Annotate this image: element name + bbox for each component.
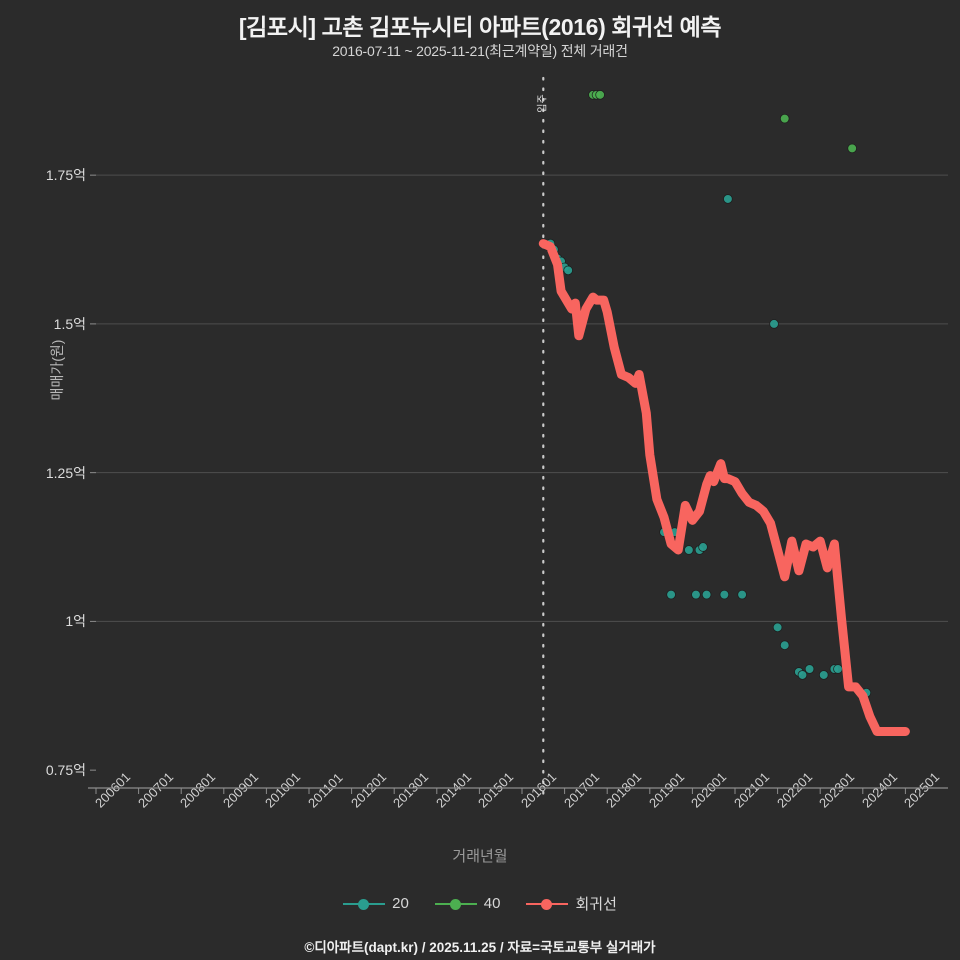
scatter-point — [779, 113, 790, 124]
scatter-point — [698, 542, 708, 552]
y-axis-tick-label: 1.5억 — [53, 315, 86, 332]
scatter-point — [833, 664, 843, 674]
scatter-point — [691, 589, 701, 600]
scatter-point — [719, 589, 730, 600]
legend-marker — [526, 898, 569, 910]
scatter-point — [797, 670, 808, 680]
scatter-point — [818, 670, 829, 680]
legend-label: 회귀선 — [575, 896, 617, 913]
scatter-point — [847, 143, 857, 154]
y-axis-ticks: 1.75억 1.5억 1.25억 1억 0.75억 — [0, 0, 86, 960]
scatter-point — [666, 589, 676, 600]
legend-label: 40 — [483, 895, 501, 912]
chart-legend: 20 40 회귀선 — [0, 893, 960, 914]
scatter-point — [772, 622, 783, 633]
legend-item[interactable]: 회귀선 — [526, 893, 617, 914]
y-axis-tick-label: 1.75억 — [45, 167, 86, 184]
scatter-point — [595, 90, 605, 100]
legend-item[interactable]: 40 — [434, 895, 501, 912]
legend-item[interactable]: 20 — [343, 895, 409, 912]
y-axis-tick-label: 1억 — [65, 613, 86, 630]
scatter-point — [723, 194, 733, 204]
page-title: [김포시] 고촌 김포뉴시티 아파트(2016) 회귀선 예측 — [238, 14, 722, 40]
y-axis-tick-label: 1.25억 — [45, 464, 86, 481]
scatter-point — [769, 319, 779, 329]
scatter-point — [804, 664, 815, 674]
legend-label: 20 — [392, 895, 409, 912]
scatter-point — [563, 265, 573, 276]
legend-marker — [434, 898, 477, 910]
footer-credit: ©디아파트(dapt.kr) / 2025.11.25 / 자료=국토교통부 실… — [304, 940, 656, 955]
chart-subtitle: 2016-07-11 ~ 2025-11-21(최근계약일) 전체 거래건 — [332, 43, 628, 59]
move-in-marker-label: 입주 — [538, 94, 549, 113]
x-axis-label: 거래년월 — [452, 848, 508, 865]
scatter-point — [779, 640, 790, 650]
legend-marker — [343, 898, 386, 910]
scatter-point — [701, 589, 712, 600]
regression-line — [538, 239, 910, 736]
y-axis-tick-label: 0.75억 — [45, 762, 86, 779]
scatter-point — [737, 589, 747, 600]
scatter-point — [684, 545, 694, 555]
